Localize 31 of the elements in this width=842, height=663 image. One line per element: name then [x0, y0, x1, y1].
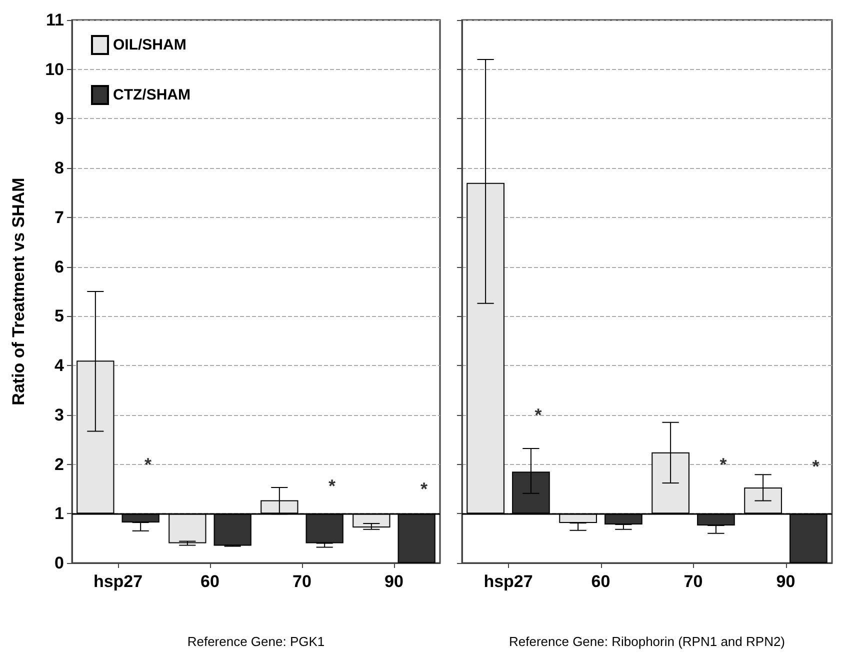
y-tick-label: 1 [54, 504, 64, 524]
y-tick-label: 2 [54, 454, 64, 474]
y-tick-label: 10 [45, 60, 64, 79]
x-tick-label: 60 [591, 572, 610, 591]
x-tick-label: 90 [776, 572, 796, 591]
x-tick-label: 60 [200, 572, 220, 591]
y-axis-title: Ratio of Treatment vs SHAM [9, 178, 28, 406]
x-axis-title: Reference Gene: PGK1 [187, 634, 325, 649]
annotation: * [812, 456, 820, 477]
y-tick-label: 0 [54, 554, 64, 572]
y-tick-label: 3 [54, 405, 64, 424]
annotation: * [328, 476, 336, 496]
y-tick-label: 8 [54, 158, 64, 178]
x-tick-label: 90 [384, 572, 404, 591]
annotation: * [720, 454, 727, 474]
x-tick-label: hsp27 [484, 572, 533, 591]
x-axis-title: Reference Gene: Ribophorin (RPN1 and RPN2) [508, 634, 786, 649]
y-tick-label: 6 [54, 257, 64, 276]
x-tick-label: hsp27 [93, 572, 143, 591]
legend-label: OIL/SHAM [113, 36, 186, 54]
x-tick-label: 70 [684, 572, 703, 591]
y-tick-label: 11 [46, 10, 64, 30]
y-tick-label: 4 [54, 356, 65, 376]
annotation: * [144, 454, 152, 474]
legend-label: CTZ/SHAM [113, 86, 190, 104]
annotation: * [420, 478, 428, 499]
y-tick-label: 7 [54, 208, 64, 227]
y-tick-label: 9 [54, 109, 64, 128]
x-tick-label: 70 [292, 572, 312, 591]
annotation: * [534, 404, 542, 425]
y-tick-label: 5 [54, 306, 64, 326]
